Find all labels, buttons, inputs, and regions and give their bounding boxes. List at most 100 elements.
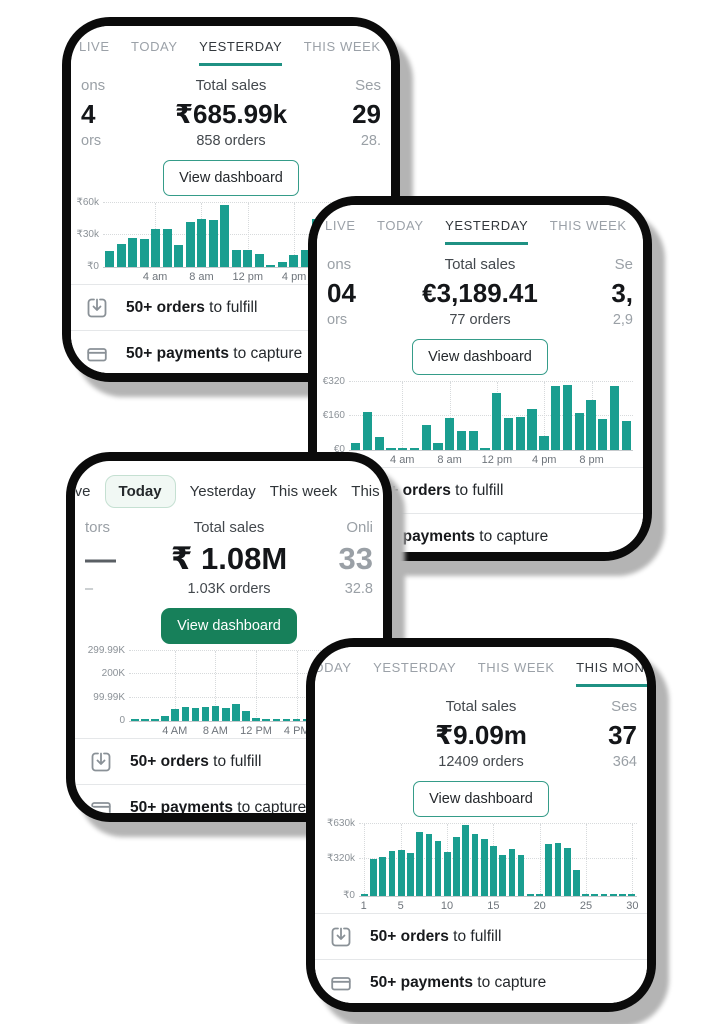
chart-bar <box>471 833 479 896</box>
tab-this-week[interactable]: THIS WEEK <box>303 39 381 54</box>
x-axis-label: 4 PM <box>283 725 310 737</box>
tab-yesterday[interactable]: YESTERDAY <box>373 660 457 675</box>
chart-bar <box>492 392 502 450</box>
chart-bar <box>105 251 115 267</box>
x-axis-label: 10 <box>440 900 454 912</box>
x-axis-label: 8 am <box>437 454 462 466</box>
y-axis-label: €320 <box>322 376 345 387</box>
right-metric-clipped: Onli 33 32.8 <box>335 518 373 599</box>
sales-bar-chart: €320 €160 €0 4 am 8 am 12 pm 4 pm 8 pm <box>323 377 633 467</box>
chart-bar <box>252 717 260 721</box>
chart-bar <box>397 849 405 896</box>
chart-bar <box>551 386 561 450</box>
total-sales-amount: ₹9.09m <box>435 720 527 750</box>
chart-bar <box>254 254 264 267</box>
y-axis-label: ₹30k <box>76 229 100 240</box>
orders-count: 1.03K orders <box>187 581 271 597</box>
chart-bar <box>151 228 161 267</box>
tab-this-week[interactable]: This week <box>269 483 338 500</box>
y-axis-label: ₹60k <box>76 197 100 208</box>
left-metric-sub: ors <box>327 312 348 328</box>
orders-tray-icon <box>89 750 113 774</box>
chart-bar <box>591 893 599 896</box>
view-dashboard-button[interactable]: View dashboard <box>163 160 299 196</box>
view-dashboard-button[interactable]: View dashboard <box>161 608 297 644</box>
v-gridline <box>247 203 249 267</box>
chart-bar <box>574 413 584 450</box>
card-content: LIVE TODAY YESTERDAY THIS WEEK THIS MONT… <box>315 647 647 1003</box>
total-sales-label: Total sales <box>445 698 517 715</box>
tab-live[interactable]: LIVE <box>325 218 356 233</box>
chart-bar <box>480 838 488 896</box>
chart-bar <box>232 703 240 721</box>
x-axis-label: 4 am <box>142 271 168 283</box>
chart-bar <box>628 893 636 896</box>
left-metric-label: ons <box>327 256 352 273</box>
action-rest: to fulfill <box>450 481 504 499</box>
chart-bar <box>231 249 241 267</box>
left-metric-value: 04 <box>327 278 356 308</box>
total-sales-metric: Total sales ₹685.99k 858 orders <box>119 76 343 151</box>
tab-yesterday[interactable]: YESTERDAY <box>445 218 529 245</box>
chart-bar <box>508 848 516 896</box>
view-dashboard-button[interactable]: View dashboard <box>412 339 548 375</box>
chart-bar <box>374 436 384 450</box>
tab-this-month[interactable]: THIS MONTH <box>576 660 647 687</box>
v-gridline <box>586 824 588 896</box>
x-axis-label: 20 <box>533 900 546 912</box>
tab-today[interactable]: TODAY <box>315 660 352 675</box>
chart-bar <box>197 219 207 267</box>
v-gridline <box>215 651 217 721</box>
right-metric-sub: 32.8 <box>344 581 373 597</box>
chart-bar <box>388 851 396 896</box>
chart-x-axis: 4 AM 8 AM 12 PM 4 PM <box>129 722 373 738</box>
right-metric-label: Se <box>614 256 633 273</box>
y-axis-label: ₹630k <box>326 818 355 829</box>
chart-bar <box>277 261 287 267</box>
chart-bar <box>600 893 608 896</box>
view-dashboard-button[interactable]: View dashboard <box>413 781 549 817</box>
right-metric-clipped: Ses 29 28. <box>343 76 381 151</box>
chart-bar <box>609 386 620 450</box>
chart-bar <box>499 854 506 896</box>
orders-tray-icon <box>329 925 353 949</box>
tab-today[interactable]: Today <box>104 475 176 508</box>
h-gridline <box>103 234 381 235</box>
chart-bar <box>292 718 301 721</box>
metrics-row: tors — – Total sales ₹ 1.08M 1.03K order… <box>75 518 383 599</box>
tab-live[interactable]: LIVE <box>79 39 110 54</box>
x-axis-label: 4 pm <box>532 454 557 466</box>
right-metric-sub: 28. <box>360 133 381 149</box>
tab-today[interactable]: TODAY <box>377 218 424 233</box>
payments-to-capture-row[interactable]: 50+ payments to capture <box>315 959 647 1003</box>
chart-x-axis: 4 am 8 am 12 pm 4 pm 8 pm <box>349 451 633 467</box>
tab-this-month[interactable]: This month <box>351 483 383 500</box>
tab-this-week[interactable]: THIS WEEK <box>477 660 555 675</box>
total-sales-amount: €3,189.41 <box>422 278 538 308</box>
chart-bar <box>434 841 442 896</box>
right-metric-clipped: Se 3, 2,9 <box>595 255 633 330</box>
period-tabs: Live Today Yesterday This week This mont… <box>75 473 383 508</box>
y-axis-label: 299.99K <box>87 645 125 657</box>
action-rest: to capture <box>472 973 547 991</box>
total-sales-metric: Total sales €3,189.41 77 orders <box>365 255 595 330</box>
chart-bar <box>421 424 431 450</box>
left-metric-sub: ors <box>81 133 102 149</box>
chart-bar <box>191 707 200 721</box>
action-rest: to fulfill <box>448 927 502 945</box>
chart-bar <box>598 418 608 450</box>
action-bold: 50+ payments <box>372 527 475 545</box>
x-axis-label: 15 <box>487 900 500 912</box>
v-gridline <box>363 824 365 896</box>
chart-bar <box>515 416 525 450</box>
tab-yesterday[interactable]: Yesterday <box>189 483 256 500</box>
tab-today[interactable]: TODAY <box>131 39 178 54</box>
orders-to-fulfill-row[interactable]: 50+ orders to fulfill <box>315 913 647 959</box>
tab-live[interactable]: Live <box>75 483 91 500</box>
tab-this-week[interactable]: THIS WEEK <box>549 218 627 233</box>
chart-bar <box>462 825 470 896</box>
chart-bar <box>609 893 617 896</box>
tab-yesterday[interactable]: YESTERDAY <box>199 39 283 66</box>
chart-plot-area <box>359 823 637 897</box>
chart-bar <box>407 853 414 896</box>
